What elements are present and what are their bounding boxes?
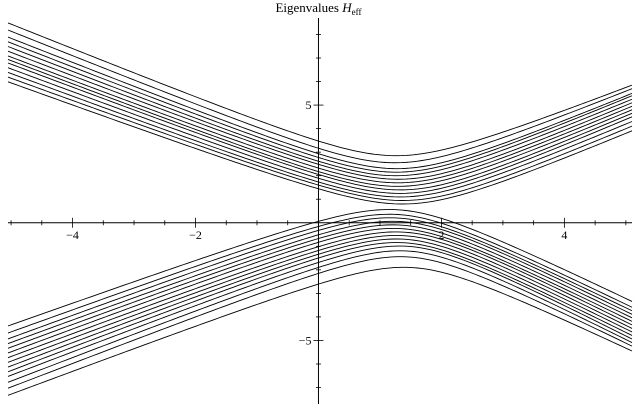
eigenvalue-series-8 (7, 62, 633, 191)
eigenvalue-series-16 (7, 220, 633, 344)
eigenvalue-series-5 (7, 50, 633, 180)
eigenvalue-series-14 (7, 213, 633, 334)
eigenvalue-series-6 (7, 55, 633, 184)
eigenvalue-series-26 (7, 266, 633, 396)
eigenvalue-series-17 (7, 224, 633, 349)
eigenvalue-series-4 (7, 46, 633, 177)
y-tick-label: −5 (299, 333, 312, 347)
x-tick-label: 4 (561, 228, 567, 242)
curves-group (7, 22, 633, 396)
eigenvalue-series-1 (7, 29, 633, 164)
chart-title-prefix: Eigenvalues (275, 0, 342, 15)
eigenvalue-series-22 (7, 242, 633, 373)
eigenvalue-series-19 (7, 231, 633, 359)
axes-group (8, 18, 632, 404)
x-tick-label: −2 (189, 228, 202, 242)
eigenvalue-series-11 (7, 76, 633, 201)
eigenvalue-series-25 (7, 256, 633, 389)
x-tick-label: −4 (66, 228, 79, 242)
eigenvalue-series-23 (7, 245, 633, 377)
eigenvalue-series-18 (7, 227, 633, 354)
chart-title-subscript: eff (352, 7, 362, 17)
chart-title: Eigenvalues Heff (275, 0, 361, 17)
eigenvalue-series-3 (7, 41, 633, 173)
eigenvalue-series-2 (7, 36, 633, 170)
eigenvalue-series-10 (7, 71, 633, 198)
eigenvalue-series-24 (7, 250, 633, 383)
y-tick-label: 5 (305, 98, 311, 112)
x-tick-label: 2 (438, 228, 444, 242)
chart-title-symbol: H (341, 0, 352, 15)
eigenvalue-series-12 (7, 81, 633, 205)
eigenvalue-series-7 (7, 59, 633, 187)
eigenvalue-series-21 (7, 238, 633, 368)
eigenvalue-series-13 (7, 209, 633, 327)
eigenvalue-series-15 (7, 217, 633, 340)
ticks-group: −4 −2 2 4 5 −5 (10, 34, 627, 388)
eigenvalue-series-9 (7, 67, 633, 194)
eigenvalue-series-0 (7, 22, 633, 157)
eigenvalue-series-20 (7, 235, 633, 363)
